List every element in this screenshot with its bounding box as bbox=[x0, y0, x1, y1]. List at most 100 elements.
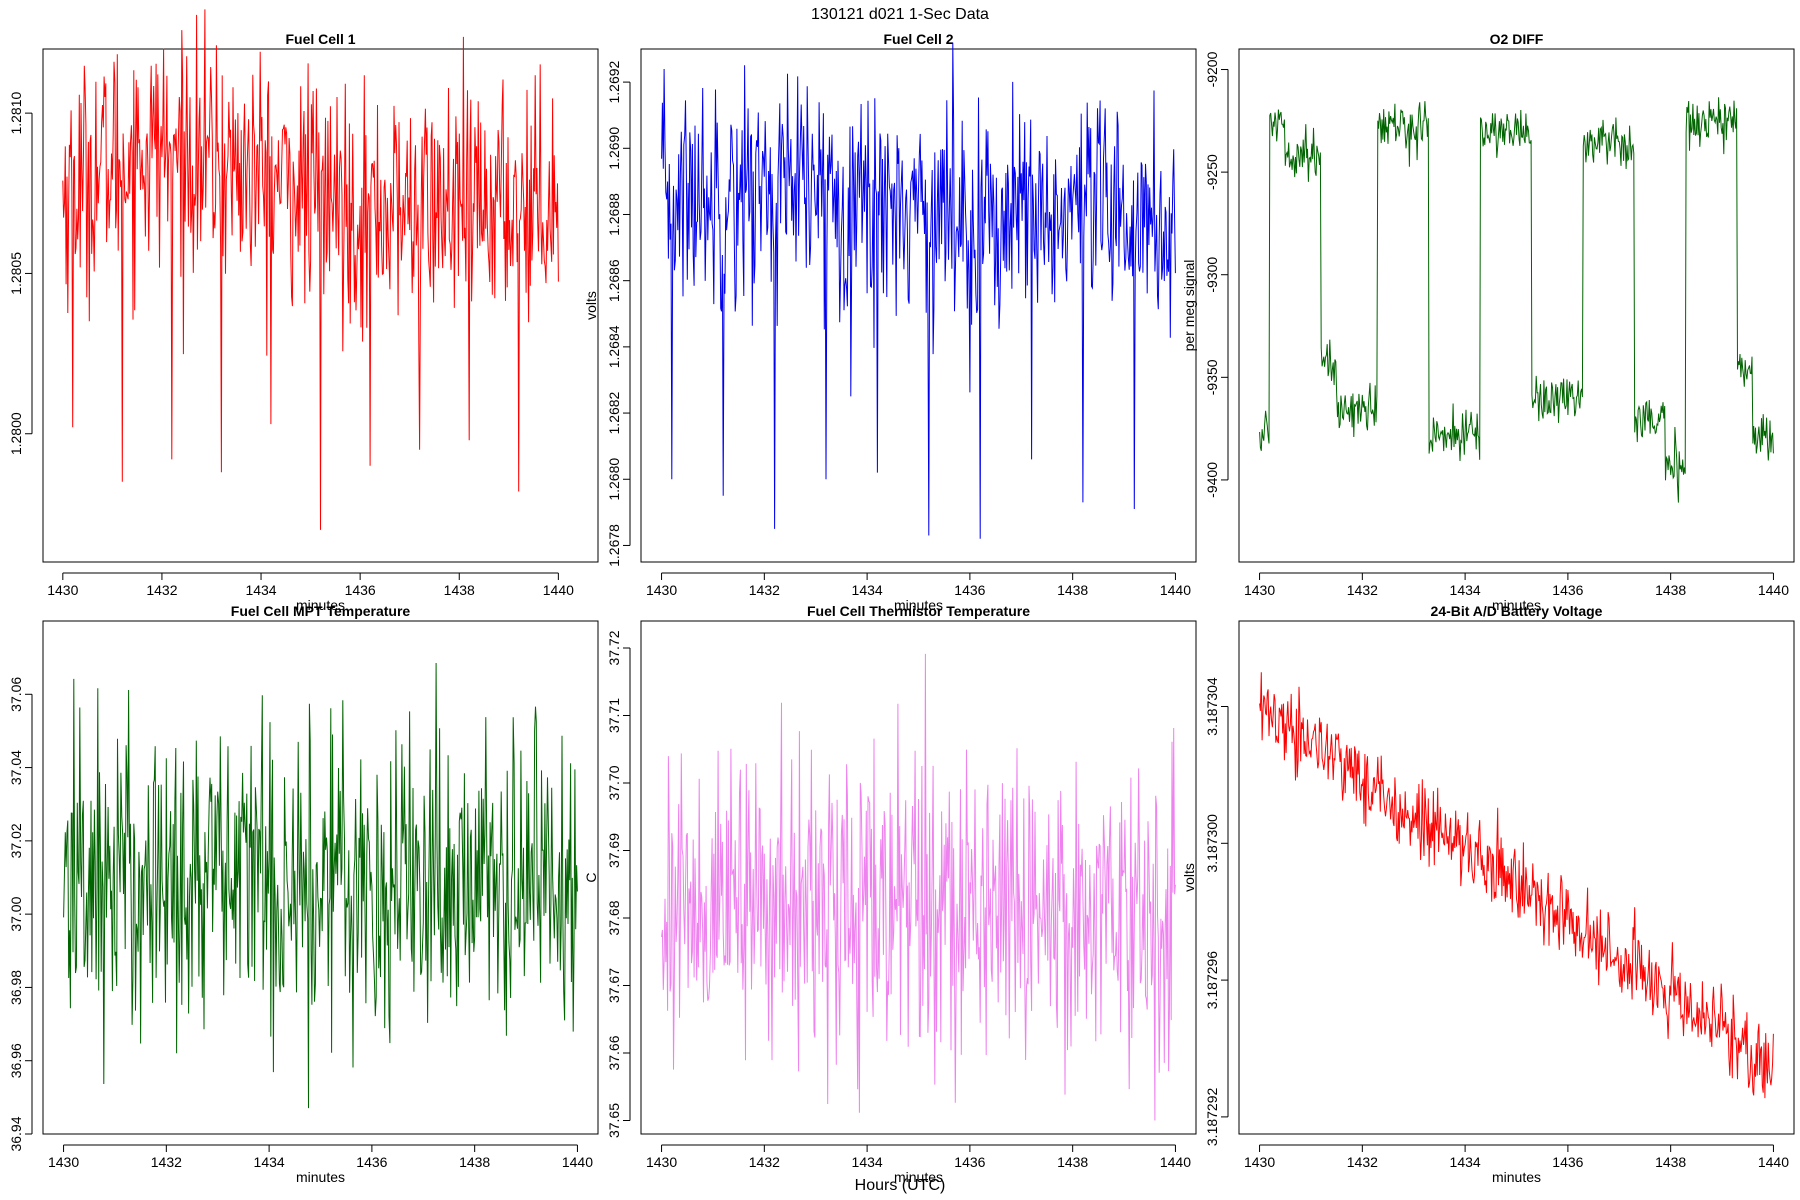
x-tick-label: 1432 bbox=[749, 582, 780, 598]
x-tick-label: 1438 bbox=[444, 582, 475, 598]
x-axis: 1430 1432 1434 1436 1438 1440 bbox=[1244, 572, 1789, 598]
y-tick-label: 36.94 bbox=[8, 1116, 24, 1151]
panel-title: Fuel Cell MPT Temperature bbox=[231, 603, 411, 619]
x-tick-label: 1436 bbox=[954, 1154, 985, 1170]
series-line bbox=[63, 662, 578, 1109]
x-tick-label: 1438 bbox=[1057, 1154, 1088, 1170]
chart-panel: Fuel Cell 1 1430 1432 1434 1436 1438 1440 minut… bbox=[0, 9, 599, 613]
x-tick-label: 1440 bbox=[1160, 1154, 1191, 1170]
x-tick-label: 1440 bbox=[1758, 582, 1789, 598]
y-tick-label: 36.96 bbox=[8, 1043, 24, 1078]
x-axis-label: minutes bbox=[296, 1169, 345, 1185]
y-tick-label: 1.2680 bbox=[606, 458, 622, 501]
y-tick-label: 36.98 bbox=[8, 970, 24, 1005]
x-tick-label: 1434 bbox=[254, 1154, 285, 1170]
y-tick-label: 37.68 bbox=[606, 900, 622, 935]
y-tick-label: 37.70 bbox=[606, 765, 622, 800]
y-axis: 1.2678 1.2680 1.2682 1.2684 1.2686 1.2688 1.26… bbox=[606, 60, 631, 567]
y-tick-label: -9200 bbox=[1204, 51, 1220, 87]
y-tick-label: 3.187300 bbox=[1204, 814, 1220, 873]
y-tick-label: 37.02 bbox=[8, 823, 24, 858]
y-tick-label: -9400 bbox=[1204, 462, 1220, 498]
y-axis: -9400 -9350 -9300 -9250 -9200 bbox=[1204, 51, 1229, 498]
x-tick-label: 1434 bbox=[1450, 1154, 1481, 1170]
plot-frame bbox=[640, 620, 1197, 1135]
y-axis: 1.2800 1.2805 1.2810 bbox=[8, 92, 33, 455]
x-tick-label: 1436 bbox=[345, 582, 376, 598]
x-axis-label: minutes bbox=[894, 1169, 943, 1185]
x-tick-label: 1430 bbox=[1244, 1154, 1275, 1170]
y-tick-label: 37.72 bbox=[606, 630, 622, 665]
y-tick-label: 1.2692 bbox=[606, 60, 622, 103]
y-tick-label: 37.06 bbox=[8, 677, 24, 712]
panel-title: 24-Bit A/D Battery Voltage bbox=[1431, 603, 1603, 619]
y-tick-label: 37.67 bbox=[606, 968, 622, 1003]
y-axis-label: per meg signal bbox=[1181, 260, 1197, 352]
y-tick-label: 37.00 bbox=[8, 896, 24, 931]
x-axis: 1430 1432 1434 1436 1438 1440 bbox=[646, 1144, 1191, 1170]
panel-title: Fuel Cell 1 bbox=[285, 31, 355, 47]
x-tick-label: 1432 bbox=[151, 1154, 182, 1170]
series-line bbox=[1259, 97, 1774, 503]
panel-title: O2 DIFF bbox=[1490, 31, 1544, 47]
x-tick-label: 1432 bbox=[749, 1154, 780, 1170]
x-tick-label: 1436 bbox=[356, 1154, 387, 1170]
x-tick-label: 1440 bbox=[1758, 1154, 1789, 1170]
x-tick-label: 1438 bbox=[459, 1154, 490, 1170]
panel-title: Fuel Cell 2 bbox=[883, 31, 953, 47]
y-tick-label: 3.187292 bbox=[1204, 1087, 1220, 1146]
x-tick-label: 1432 bbox=[1347, 1154, 1378, 1170]
figure-x-label: Hours (UTC) bbox=[855, 1177, 946, 1194]
chart-panel: O2 DIFF 1430 1432 1434 1436 1438 1440 minutes -9… bbox=[1181, 31, 1795, 613]
plot-frame bbox=[640, 48, 1197, 563]
x-tick-label: 1434 bbox=[852, 1154, 883, 1170]
y-axis-label: volts bbox=[1181, 863, 1197, 892]
y-tick-label: 37.65 bbox=[606, 1103, 622, 1138]
x-axis: 1430 1432 1434 1436 1438 1440 bbox=[48, 1144, 593, 1170]
y-axis-label: volts bbox=[583, 291, 599, 320]
y-tick-label: 1.2805 bbox=[8, 252, 24, 295]
x-tick-label: 1438 bbox=[1655, 582, 1686, 598]
y-axis-label: C bbox=[0, 872, 1, 882]
y-tick-label: 1.2800 bbox=[8, 412, 24, 455]
x-axis: 1430 1432 1434 1436 1438 1440 bbox=[1244, 1144, 1789, 1170]
x-tick-label: 1430 bbox=[48, 1154, 79, 1170]
x-tick-label: 1434 bbox=[245, 582, 276, 598]
y-tick-label: 37.04 bbox=[8, 750, 24, 785]
x-tick-label: 1434 bbox=[1450, 582, 1481, 598]
x-tick-label: 1436 bbox=[1552, 1154, 1583, 1170]
y-tick-label: -9250 bbox=[1204, 154, 1220, 190]
y-tick-label: 1.2682 bbox=[606, 391, 622, 434]
x-axis: 1430 1432 1434 1436 1438 1440 bbox=[47, 572, 574, 598]
x-axis: 1430 1432 1434 1436 1438 1440 bbox=[646, 572, 1191, 598]
y-axis: 3.187292 3.187296 3.187300 3.187304 bbox=[1204, 677, 1229, 1146]
x-tick-label: 1432 bbox=[146, 582, 177, 598]
chart-panel: Fuel Cell Thermistor Temperature 1430 1432… bbox=[583, 603, 1197, 1185]
y-tick-label: 1.2684 bbox=[606, 325, 622, 368]
plot-frame bbox=[1238, 48, 1795, 563]
y-tick-label: -9300 bbox=[1204, 257, 1220, 293]
y-axis-label: volts bbox=[0, 291, 1, 320]
y-tick-label: -9350 bbox=[1204, 359, 1220, 395]
plot-frame bbox=[42, 620, 599, 1135]
x-axis-label: minutes bbox=[1492, 597, 1541, 613]
y-tick-label: 1.2686 bbox=[606, 259, 622, 302]
series-line bbox=[661, 42, 1176, 539]
x-tick-label: 1436 bbox=[1552, 582, 1583, 598]
series-line bbox=[661, 653, 1176, 1121]
panels: Fuel Cell 1 1430 1432 1434 1436 1438 1440 minut… bbox=[0, 9, 1795, 1185]
x-axis-label: minutes bbox=[894, 597, 943, 613]
x-tick-label: 1430 bbox=[47, 582, 78, 598]
plot-frame bbox=[42, 48, 599, 563]
x-tick-label: 1440 bbox=[1160, 582, 1191, 598]
x-tick-label: 1440 bbox=[562, 1154, 593, 1170]
chart-panel: Fuel Cell 2 1430 1432 1434 1436 1438 1440 minut… bbox=[583, 31, 1197, 613]
x-tick-label: 1436 bbox=[954, 582, 985, 598]
y-tick-label: 37.71 bbox=[606, 698, 622, 733]
x-axis-label: minutes bbox=[296, 597, 345, 613]
y-axis: 36.94 36.96 36.98 37.00 37.02 37.04 37.06 bbox=[8, 677, 33, 1152]
y-tick-label: 1.2688 bbox=[606, 193, 622, 236]
y-tick-label: 37.69 bbox=[606, 833, 622, 868]
